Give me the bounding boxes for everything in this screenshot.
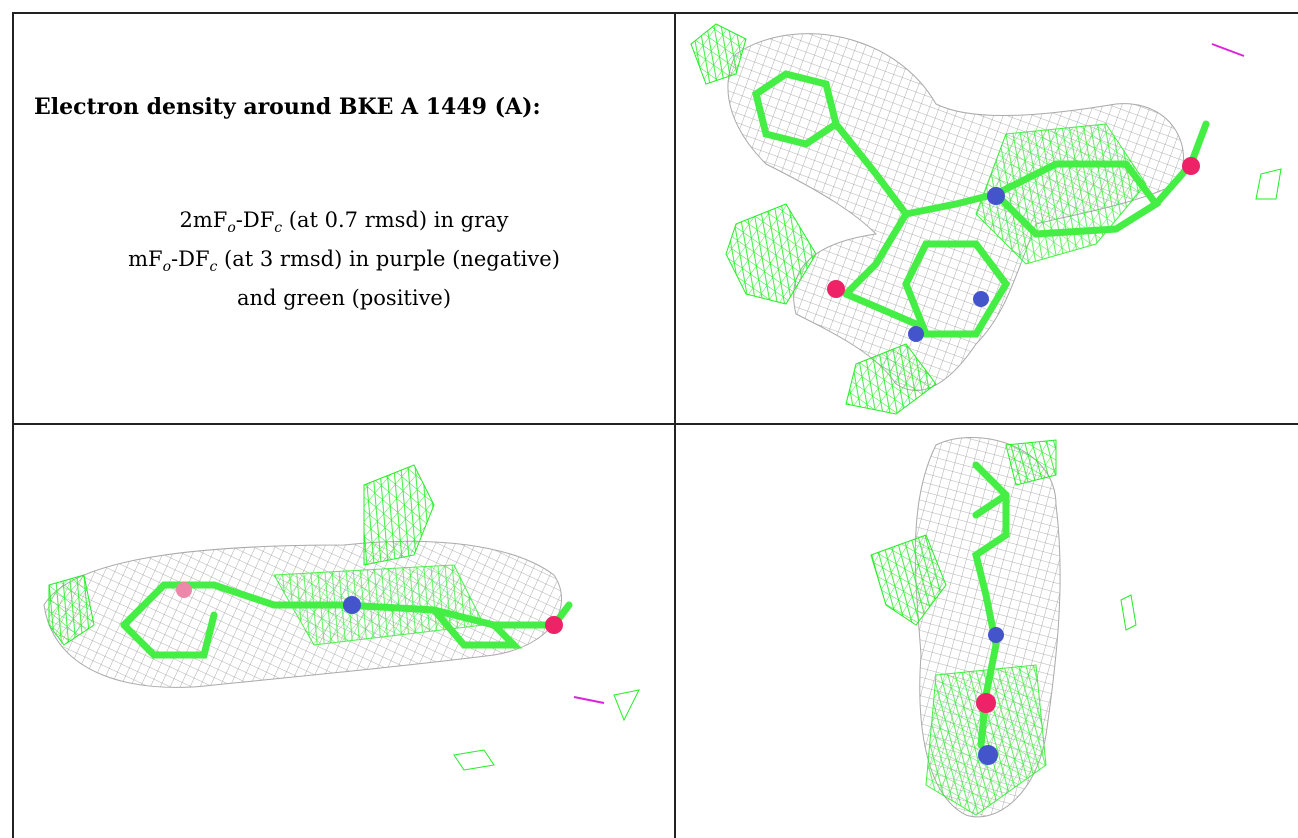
caption-line-3: and green (positive) (236, 286, 452, 311)
caption-cell: Electron density around BKE A 1449 (A): … (12, 12, 674, 423)
caption-text: -DF (235, 208, 275, 232)
oxygen-atom (545, 616, 563, 634)
molecule-render-icon (690, 23, 1282, 415)
view-bottom-right (676, 425, 1296, 837)
caption-subscript: c (209, 259, 218, 276)
oxygen-atom (827, 280, 845, 298)
view-bottom-left (14, 425, 672, 837)
density-mesh-positive (845, 343, 937, 415)
oxygen-atom (976, 693, 996, 713)
caption-text: mF (128, 247, 163, 272)
nitrogen-atom (908, 326, 924, 342)
ligand-sticks (972, 461, 1010, 749)
figure-table: Electron density around BKE A 1449 (A): … (12, 12, 1298, 838)
caption-text: 2mF (179, 208, 228, 232)
oxygen-atom (176, 582, 192, 598)
molecule-render-icon (870, 437, 1137, 818)
table-border-center (674, 12, 676, 838)
caption-text: -DF (171, 247, 210, 272)
density-mesh-negative (1211, 43, 1245, 57)
density-mesh-positive (925, 664, 1047, 816)
caption-text: (at 0.7 rmsd) in gray (282, 208, 509, 232)
density-mesh-positive (870, 534, 947, 626)
table-border-top (12, 12, 1298, 14)
density-mesh-positive (48, 574, 95, 646)
caption-subscript: c (274, 220, 283, 237)
density-mesh-positive (725, 203, 817, 305)
view-top-right (676, 14, 1296, 422)
nitrogen-atom (978, 745, 998, 765)
nitrogen-atom (987, 187, 1005, 205)
density-mesh-positive (1120, 594, 1137, 631)
oxygen-atom (1182, 157, 1200, 175)
caption-line-2: mFo-DFc (at 3 rmsd) in purple (negative) (24, 244, 664, 283)
nitrogen-atom (988, 627, 1004, 643)
caption-subscript: o (162, 259, 172, 276)
density-mesh-positive (453, 749, 495, 771)
density-mesh-positive (690, 23, 747, 85)
density-mesh-positive (363, 464, 435, 566)
density-mesh-positive (1005, 439, 1057, 486)
caption-title: Electron density around BKE A 1449 (A): (34, 94, 541, 120)
table-border-middle (12, 423, 1298, 425)
caption-body: 2mFo-DFc (at 0.7 rmsd) in gray mFo-DFc (… (24, 205, 664, 314)
nitrogen-atom (973, 291, 989, 307)
table-border-left (12, 12, 14, 838)
density-mesh-negative (573, 696, 605, 704)
nitrogen-atom (343, 596, 361, 614)
caption-line-1: 2mFo-DFc (at 0.7 rmsd) in gray (24, 205, 664, 244)
density-mesh-gray (727, 33, 1184, 391)
ligand-sticks (752, 70, 1210, 338)
density-mesh-positive (1255, 168, 1282, 200)
caption-text: (at 3 rmsd) in purple (negative) (217, 247, 560, 272)
caption-subscript: o (227, 220, 236, 237)
molecule-render-icon (43, 464, 640, 771)
density-mesh-positive (613, 689, 640, 722)
